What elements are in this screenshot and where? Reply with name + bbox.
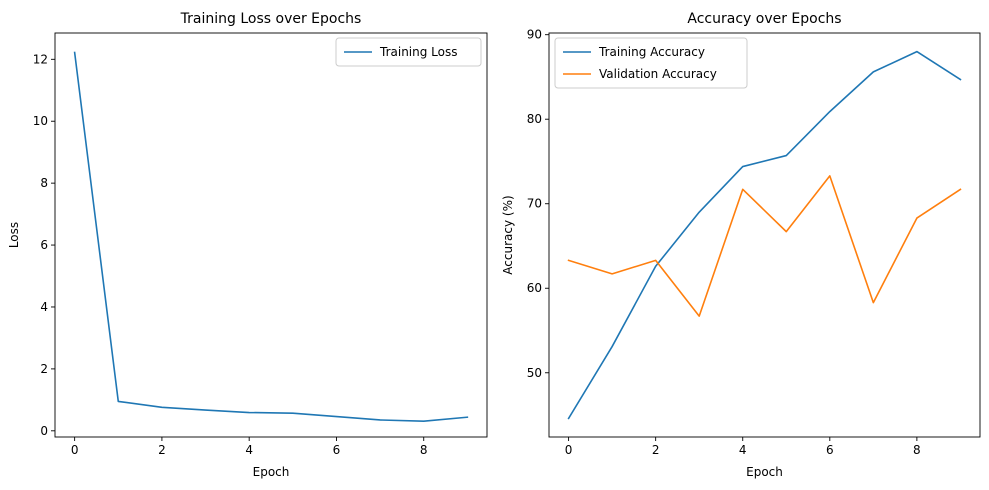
loss-axes-frame <box>54 32 488 438</box>
accuracy-x-tick-label: 2 <box>652 443 660 457</box>
accuracy-y-axis-label: Accuracy (%) <box>501 195 515 274</box>
loss-y-tick-label: 8 <box>40 176 48 190</box>
accuracy-x-tick-label: 0 <box>565 443 573 457</box>
loss-y-tick-label: 2 <box>40 362 48 376</box>
accuracy-y-tick-label: 70 <box>527 197 542 211</box>
loss-legend-box <box>335 37 482 67</box>
loss-x-tick-label: 0 <box>71 443 79 457</box>
loss-x-tick-label: 6 <box>333 443 341 457</box>
accuracy-x-axis-label: Epoch <box>746 465 783 479</box>
loss-x-tick-label: 8 <box>420 443 428 457</box>
accuracy-chart-panel: Accuracy over Epochs 0 2 4 6 8 50 60 70 80 90 Epoch… <box>501 11 981 479</box>
accuracy-y-tick-label: 90 <box>527 28 542 42</box>
loss-y-tick-label: 0 <box>40 424 48 438</box>
loss-x-tick-label: 2 <box>158 443 166 457</box>
loss-y-tick-label: 10 <box>33 114 48 128</box>
accuracy-axes-frame <box>548 32 981 438</box>
accuracy-series-line-validation-accuracy <box>567 175 962 317</box>
loss-chart-panel: Training Loss over Epochs 0 2 4 6 8 0 2 4 6 8 10 12 E… <box>7 11 488 479</box>
accuracy-series-line-training-accuracy <box>567 50 962 420</box>
loss-legend: Training Loss <box>335 37 482 67</box>
accuracy-y-tick-label: 80 <box>527 112 542 126</box>
accuracy-legend-label: Training Accuracy <box>598 45 705 59</box>
loss-y-tick-label: 12 <box>33 52 48 66</box>
accuracy-legend-box <box>554 37 748 89</box>
loss-y-tick-label: 4 <box>40 300 48 314</box>
accuracy-legend-label: Validation Accuracy <box>599 67 717 81</box>
loss-legend-label: Training Loss <box>379 45 457 59</box>
loss-y-axis-label: Loss <box>7 222 21 248</box>
loss-x-axis-label: Epoch <box>253 465 290 479</box>
accuracy-x-tick-label: 6 <box>826 443 834 457</box>
loss-series-line-training-loss <box>73 51 469 423</box>
accuracy-x-tick-label: 8 <box>913 443 921 457</box>
loss-x-tick-label: 4 <box>245 443 253 457</box>
accuracy-y-tick-label: 50 <box>527 366 542 380</box>
loss-y-tick-label: 6 <box>40 238 48 252</box>
accuracy-legend: Training Accuracy Validation Accuracy <box>554 37 748 89</box>
accuracy-y-tick-label: 60 <box>527 281 542 295</box>
loss-chart-title: Training Loss over Epochs <box>180 11 362 27</box>
accuracy-chart-title: Accuracy over Epochs <box>687 11 841 27</box>
accuracy-x-tick-label: 4 <box>739 443 747 457</box>
